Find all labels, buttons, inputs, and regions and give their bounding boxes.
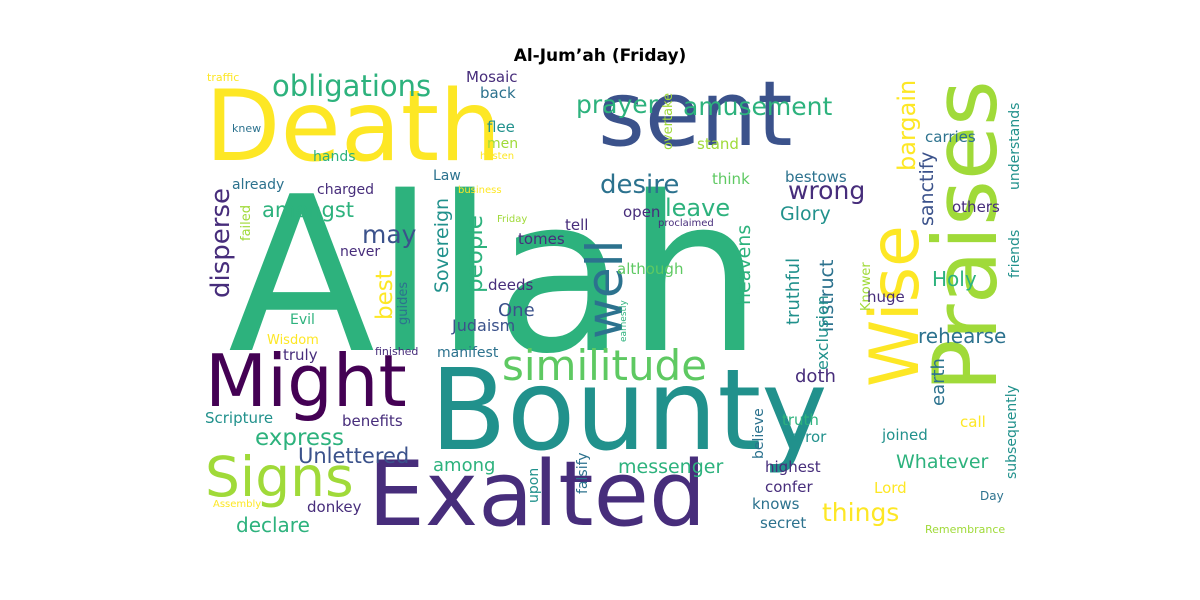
word-doth: doth <box>795 366 836 387</box>
word-tomes: tomes <box>518 230 565 248</box>
word-failed: failed <box>239 205 254 242</box>
word-truly: truly <box>283 346 318 364</box>
word-heavens: heavens <box>733 225 755 306</box>
word-assembly: Assembly <box>213 499 262 510</box>
word-although: although <box>617 260 684 278</box>
word-friday: Friday <box>497 214 528 225</box>
word-evil: Evil <box>290 312 315 328</box>
word-wrong: wrong <box>788 176 866 205</box>
word-messenger: messenger <box>618 456 724 478</box>
word-friends: friends <box>1007 230 1023 279</box>
word-might: Might <box>205 339 407 423</box>
word-obligations: obligations <box>272 69 432 103</box>
word-unlettered: Unlettered <box>298 444 410 468</box>
word-exclusion: exclusion <box>813 295 832 370</box>
word-back: back <box>480 84 516 102</box>
word-hands: hands <box>313 149 356 165</box>
word-business: business <box>458 185 502 196</box>
word-already: already <box>232 177 285 193</box>
word-sent: sent <box>598 62 793 167</box>
word-bounty: Bounty <box>430 346 828 476</box>
word-joined: joined <box>882 426 928 444</box>
word-open: open <box>623 203 661 221</box>
word-stand: stand <box>697 135 739 153</box>
word-tell: tell <box>565 216 589 234</box>
word-confer: confer <box>765 478 813 496</box>
word-others: others <box>952 198 1000 216</box>
word-disperse: disperse <box>206 188 236 299</box>
word-similitude: similitude <box>502 341 708 390</box>
word-flee: flee <box>487 118 515 136</box>
word-donkey: donkey <box>307 498 362 516</box>
word-highest: highest <box>765 458 821 476</box>
word-best: best <box>372 270 398 320</box>
word-deeds: deeds <box>488 276 534 294</box>
word-hasten: hasten <box>480 151 515 162</box>
word-knew: knew <box>232 122 262 135</box>
word-people: people <box>462 215 488 293</box>
word-sovereign: Sovereign <box>431 198 453 294</box>
word-death: Death <box>205 70 502 184</box>
word-upon: upon <box>526 468 542 504</box>
word-amusement: amusement <box>683 92 833 121</box>
word-leave: leave <box>665 194 731 222</box>
word-lord: Lord <box>874 479 907 497</box>
word-carries: carries <box>925 128 976 146</box>
word-truthful: truthful <box>783 258 804 326</box>
word-glory: Glory <box>780 203 831 225</box>
word-subsequently: subsequently <box>1004 385 1020 479</box>
word-holy: Holy <box>932 267 977 291</box>
word-think: think <box>712 170 750 188</box>
word-bestows: bestows <box>785 168 847 186</box>
word-rehearse: rehearse <box>918 324 1007 348</box>
word-earth: earth <box>928 358 949 406</box>
word-declare: declare <box>236 513 310 537</box>
word-allah: Allah <box>228 150 763 401</box>
word-call: call <box>960 413 986 431</box>
word-desire: desire <box>600 170 680 200</box>
word-knows: knows <box>752 495 800 513</box>
word-overtake: overtake <box>661 93 676 151</box>
word-manifest: manifest <box>437 345 499 361</box>
word-judaism: Judaism <box>452 316 516 335</box>
word-finished: finished <box>375 345 419 358</box>
word-huge: huge <box>867 288 905 306</box>
word-day: Day <box>980 489 1004 503</box>
word-proclaimed: proclaimed <box>658 218 714 229</box>
word-law: Law <box>433 168 461 184</box>
word-remembrance: Remembrance <box>925 523 1006 536</box>
word-things: things <box>822 498 900 527</box>
word-prayer: prayer <box>576 90 658 119</box>
word-may: may <box>362 220 417 249</box>
word-earnestly: earnestly <box>619 300 629 342</box>
word-amongst: amongst <box>262 198 354 222</box>
word-men: men <box>487 136 519 152</box>
word-falsify: falsify <box>575 452 591 494</box>
word-secret: secret <box>760 514 807 532</box>
word-benefits: benefits <box>342 412 403 430</box>
chart-title: Al-Jum’ah (Friday) <box>513 46 687 66</box>
word-never: never <box>340 244 381 260</box>
word-believe: believe <box>751 408 767 459</box>
word-guides: guides <box>396 282 411 326</box>
word-understands: understands <box>1007 103 1023 191</box>
word-truth: truth <box>782 411 819 429</box>
word-sanctify: sanctify <box>916 152 938 227</box>
word-mosaic: Mosaic <box>466 68 518 86</box>
word-among: among <box>433 455 496 476</box>
word-express: express <box>255 425 345 451</box>
word-exalted: Exalted <box>368 442 707 547</box>
word-wisdom: Wisdom <box>267 333 319 348</box>
word-one: One <box>498 300 535 321</box>
word-charged: charged <box>317 182 375 198</box>
word-traffic: traffic <box>207 71 240 84</box>
word-error: error <box>790 428 827 446</box>
word-scripture: Scripture <box>205 409 274 427</box>
word-signs: Signs <box>205 445 354 509</box>
word-whatever: Whatever <box>896 451 989 473</box>
